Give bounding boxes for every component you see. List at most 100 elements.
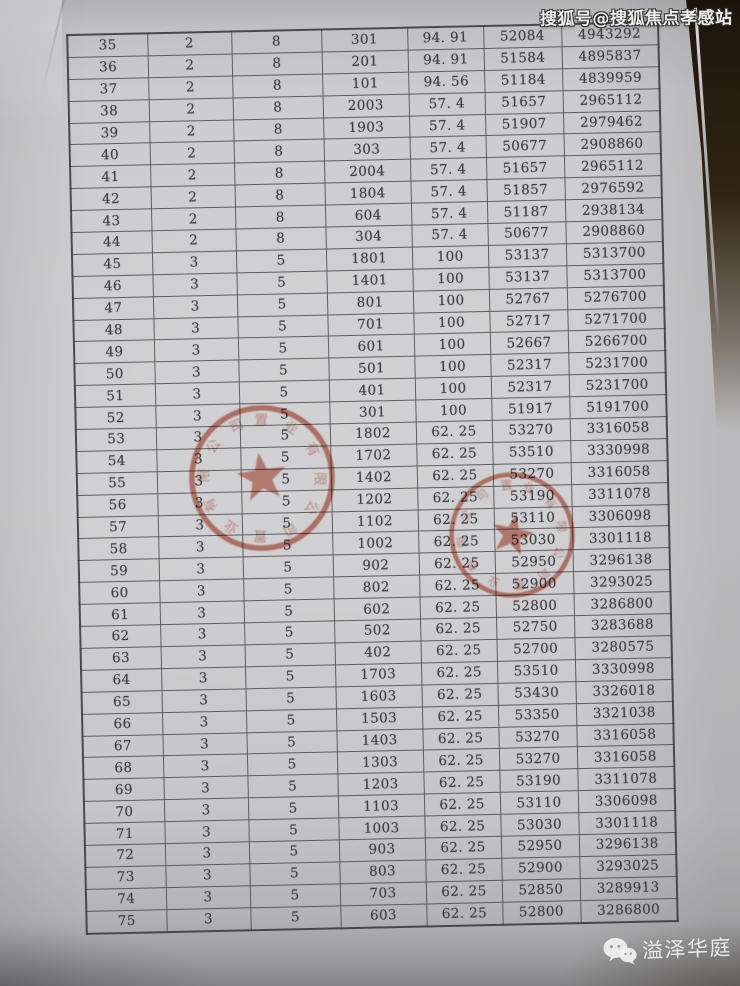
seal-ring (449, 472, 575, 598)
table-cell: 1003 (338, 816, 425, 840)
table-cell: 38 (68, 99, 150, 124)
sohu-watermark: 搜狐号@搜狐焦点孝感站 (539, 8, 733, 30)
table-cell: 8 (235, 227, 326, 251)
table-cell: 5231700 (568, 350, 666, 375)
paper-fold-highlight (0, 0, 62, 120)
table-cell: 62. 25 (420, 639, 497, 663)
table-cell: 3 (151, 250, 237, 275)
table-cell: 3 (160, 644, 246, 669)
table-cell: 3289913 (579, 876, 678, 901)
table-cell: 52700 (496, 637, 575, 662)
table-cell: 5 (250, 905, 341, 930)
table-cell: 3 (153, 338, 239, 363)
table-cell: 5191700 (569, 394, 667, 419)
table-cell: 47 (72, 296, 154, 321)
table-cell: 3 (152, 272, 237, 297)
table-cell: 3306098 (577, 788, 676, 813)
table-cell: 5231700 (568, 372, 667, 397)
official-round-seal-right: 业有限公司置业有限公司置 (431, 454, 592, 615)
table-cell: 3311078 (577, 766, 675, 791)
table-cell: 52 (75, 405, 156, 430)
table-cell: 304 (325, 225, 412, 249)
table-cell: 64 (81, 668, 162, 693)
table-cell: 2908860 (565, 219, 663, 244)
table-cell: 53030 (500, 812, 579, 837)
table-cell: 46 (72, 274, 153, 299)
table-cell: 3 (160, 622, 245, 647)
table-cell: 502 (334, 619, 421, 643)
table-cell: 2 (148, 97, 234, 122)
table-cell: 57. 4 (409, 157, 487, 182)
table-cell: 72 (84, 843, 166, 868)
table-cell: 3283688 (573, 613, 672, 638)
table-cell: 2 (149, 141, 235, 166)
table-cell: 59 (78, 559, 160, 583)
table-cell: 50677 (487, 221, 566, 246)
table-cell: 301 (321, 27, 408, 52)
table-cell: 3286800 (580, 898, 678, 923)
table-cell: 53430 (497, 681, 576, 705)
table-cell: 2976592 (564, 175, 662, 200)
seal-star-icon (236, 452, 286, 501)
table-cell: 100 (414, 354, 491, 379)
table-cell: 703 (339, 881, 427, 906)
table-cell: 53510 (492, 440, 571, 465)
table-cell: 62. 25 (426, 901, 503, 926)
table-cell: 57. 4 (409, 135, 486, 160)
table-cell: 61 (79, 602, 161, 627)
table-cell: 65 (81, 690, 162, 715)
table-cell: 3301118 (572, 526, 670, 551)
table-cell: 57. 4 (411, 223, 488, 248)
table-cell: 94. 91 (407, 26, 484, 51)
table-cell: 69 (83, 777, 164, 802)
table-cell: 3293025 (579, 854, 677, 879)
table-cell: 1103 (337, 794, 425, 818)
table-cell: 8 (234, 205, 326, 229)
table-cell: 602 (333, 597, 421, 621)
table-cell: 5 (238, 358, 329, 383)
table-cell: 2 (151, 228, 236, 253)
table-cell: 301 (329, 400, 416, 424)
table-cell: 62. 25 (422, 726, 499, 751)
bottom-left-shadow (0, 926, 260, 986)
wechat-icon (603, 937, 637, 965)
price-table: 35 2 8 301 94. 91 52084 4943292 36 2 8 201 94. 91 51… (66, 21, 679, 935)
table-cell: 3301118 (578, 810, 676, 835)
table-cell: 2 (148, 75, 233, 100)
table-cell: 5276700 (566, 285, 665, 310)
table-cell: 3326018 (575, 679, 673, 704)
table-cell: 802 (333, 575, 420, 600)
table-cell: 53 (75, 427, 157, 452)
table-cell: 53110 (499, 790, 579, 815)
table-cell: 8 (231, 29, 322, 54)
table-cell: 3 (159, 601, 245, 625)
table-cell: 71 (84, 821, 165, 846)
table-cell: 3 (154, 360, 239, 385)
table-cell: 4895837 (561, 44, 660, 69)
table-cell: 51187 (486, 199, 566, 224)
table-cell: 52900 (501, 856, 580, 881)
table-cell: 1401 (326, 268, 413, 293)
table-cell: 3 (161, 666, 246, 691)
table-cell: 2965112 (563, 154, 662, 179)
table-cell: 51907 (485, 112, 564, 136)
table-cell: 62 (80, 624, 161, 649)
table-cell: 8 (232, 73, 323, 98)
table-cell: 5 (237, 314, 328, 339)
table-cell: 1603 (335, 684, 422, 709)
table-cell: 2 (150, 185, 235, 209)
table-cell: 51657 (484, 90, 564, 115)
table-cell: 1402 (330, 465, 418, 490)
table-cell: 62. 25 (415, 420, 493, 444)
table-cell: 1303 (336, 750, 424, 775)
table-cell: 53510 (496, 659, 576, 684)
bottom-watermark: 溢泽华庭 (602, 932, 732, 967)
table-cell: 5 (249, 861, 340, 886)
table-cell: 49 (73, 340, 155, 364)
table-cell: 3 (164, 819, 249, 844)
table-cell: 3 (163, 776, 248, 800)
seal-star-icon (492, 513, 534, 556)
table-cell: 701 (327, 312, 414, 337)
table-cell: 101 (322, 71, 409, 96)
seal-ring (189, 405, 335, 551)
